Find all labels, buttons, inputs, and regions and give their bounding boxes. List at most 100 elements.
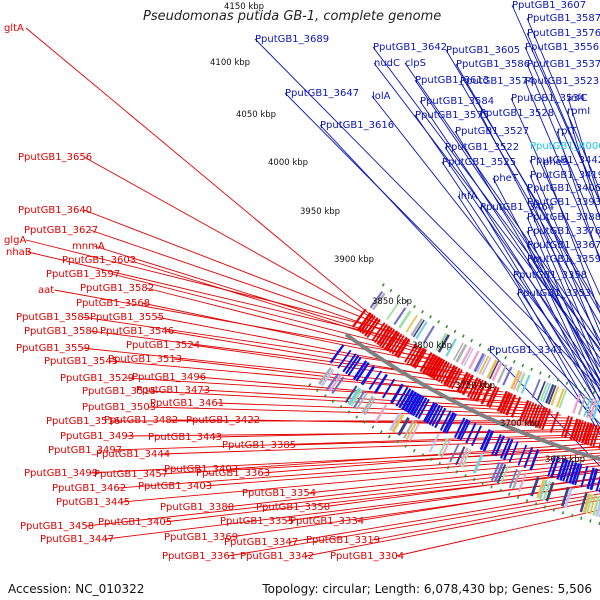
- forward-strand-gene: [494, 435, 505, 457]
- gene-label-forward: PputGB1_3587: [527, 13, 600, 24]
- cog-block-reverse: [588, 399, 598, 419]
- reverse-strand-gene: [366, 318, 381, 338]
- gene-label-reverse: PputGB1_3402: [164, 464, 238, 475]
- reverse-strand-gene: [505, 394, 517, 416]
- cog-block-forward: [428, 433, 440, 453]
- reverse-strand-gene: [518, 400, 530, 422]
- cog-block-forward: [458, 447, 469, 467]
- forward-strand-gene: [411, 395, 425, 417]
- gene-label-reverse: PputGB1_3503: [82, 402, 156, 413]
- kbp-tick-label: 4000 kbp: [268, 158, 308, 168]
- rna-label: PputGB1_R0069: [530, 141, 600, 152]
- leader-line-reverse: [229, 483, 600, 538]
- forward-strand-gene: [395, 386, 409, 407]
- leader-line-forward: [414, 79, 600, 353]
- forward-strand-gene: [529, 448, 540, 471]
- reverse-strand-gene: [406, 344, 420, 365]
- cog-block-forward: [493, 462, 504, 483]
- reverse-strand-gene: [419, 352, 433, 373]
- cog-block-forward: [388, 412, 402, 431]
- gene-label-reverse: PputGB1_3545: [44, 356, 118, 367]
- leader-line-forward: [529, 174, 600, 347]
- reverse-strand-gene: [502, 393, 513, 415]
- gene-label-forward: PputGB1_3464: [480, 202, 554, 213]
- reverse-strand-gene: [359, 313, 374, 334]
- forward-strand-gene: [574, 463, 583, 486]
- reverse-strand-gene: [445, 366, 458, 387]
- cog-block-forward: [536, 478, 546, 499]
- leader-line-reverse: [161, 438, 600, 455]
- kbp-tick-label: 3950 kbp: [300, 207, 340, 217]
- cog-block-forward: [440, 439, 452, 459]
- gene-label-forward: rpmI: [567, 106, 590, 117]
- gene-label-forward: PputGB1_3359: [527, 254, 600, 265]
- reverse-strand-gene: [461, 374, 475, 396]
- cog-block-reverse: [547, 385, 557, 405]
- reverse-strand-gene: [586, 423, 595, 446]
- reverse-strand-gene: [575, 420, 584, 442]
- gene-label-reverse: PputGB1_3457: [94, 469, 168, 480]
- cog-block-reverse: [422, 325, 435, 344]
- leader-line-reverse: [121, 458, 600, 503]
- cog-block-forward: [405, 421, 418, 441]
- gene-label-forward: PputGB1_3367: [527, 240, 600, 251]
- gene-label-reverse: PputGB1_3582: [80, 283, 154, 294]
- leader-line-reverse: [93, 245, 418, 347]
- forward-strand-gene: [425, 403, 439, 424]
- reverse-strand-gene: [381, 328, 396, 349]
- forward-strand-gene: [337, 349, 352, 369]
- cog-block-forward: [347, 387, 361, 406]
- leader-line-reverse: [169, 419, 587, 425]
- reverse-strand-gene: [373, 323, 388, 344]
- forward-strand-gene: [471, 425, 483, 447]
- reverse-strand-gene: [538, 407, 549, 429]
- leader-line-reverse: [229, 442, 600, 470]
- gene-label-forward: ihfA: [458, 191, 478, 202]
- forward-strand-gene: [345, 355, 360, 375]
- forward-strand-gene: [586, 467, 595, 490]
- forward-strand-gene: [342, 353, 357, 373]
- leader-line-forward: [492, 177, 600, 381]
- gene-label-reverse: PputGB1_3497: [48, 445, 122, 456]
- kbp-tick-label: 4150 kbp: [224, 2, 264, 12]
- gene-label-forward: clpS: [405, 58, 426, 69]
- gene-label-forward: PputGB1_3576: [527, 28, 600, 39]
- leader-line-forward: [479, 206, 600, 408]
- cog-block-reverse: [520, 374, 531, 394]
- forward-strand-gene: [459, 420, 471, 441]
- kbp-tick-label: 3750 kbp: [455, 381, 495, 391]
- reverse-strand-gene: [448, 367, 461, 389]
- leader-line-forward: [284, 92, 600, 413]
- gene-label-reverse: PputGB1_3380: [160, 502, 234, 513]
- reverse-strand-gene: [527, 403, 538, 425]
- gene-label-reverse: PputGB1_3496: [132, 372, 206, 383]
- gene-label-reverse: PputGB1_3546: [100, 326, 174, 337]
- leader-line-forward: [457, 195, 600, 414]
- leader-line-reverse: [173, 358, 520, 400]
- cog-block-forward: [350, 388, 363, 407]
- forward-strand-gene: [499, 437, 511, 459]
- forward-strand-gene: [456, 418, 469, 440]
- gene-label-reverse: PputGB1_3482: [104, 415, 178, 426]
- gene-label-reverse: PputGB1_3462: [52, 483, 126, 494]
- backbone-circle: [344, 332, 600, 462]
- reverse-strand-gene: [524, 402, 535, 424]
- forward-strand-gene: [442, 411, 456, 433]
- leader-line-forward: [510, 97, 600, 296]
- reverse-strand-gene: [521, 401, 532, 423]
- reverse-strand-gene: [429, 357, 444, 379]
- leader-line-reverse: [289, 489, 600, 543]
- cog-block-forward: [361, 395, 375, 415]
- reverse-strand-gene: [396, 338, 411, 359]
- reverse-strand-gene: [488, 387, 500, 408]
- cog-block-reverse: [437, 334, 450, 353]
- gene-labels: PputGB1_3607 PputGB1_3587 PputGB1_3576 Pput…: [4, 0, 600, 562]
- reverse-strand-gene: [563, 416, 574, 439]
- gene-label-reverse: PputGB1_3568: [76, 298, 150, 309]
- gene-label-reverse: PputGB1_3403: [138, 481, 212, 492]
- forward-strand-gene: [479, 429, 491, 451]
- cog-block-reverse: [412, 319, 425, 338]
- forward-strand-gene: [398, 388, 412, 409]
- reverse-strand-gene: [580, 421, 590, 444]
